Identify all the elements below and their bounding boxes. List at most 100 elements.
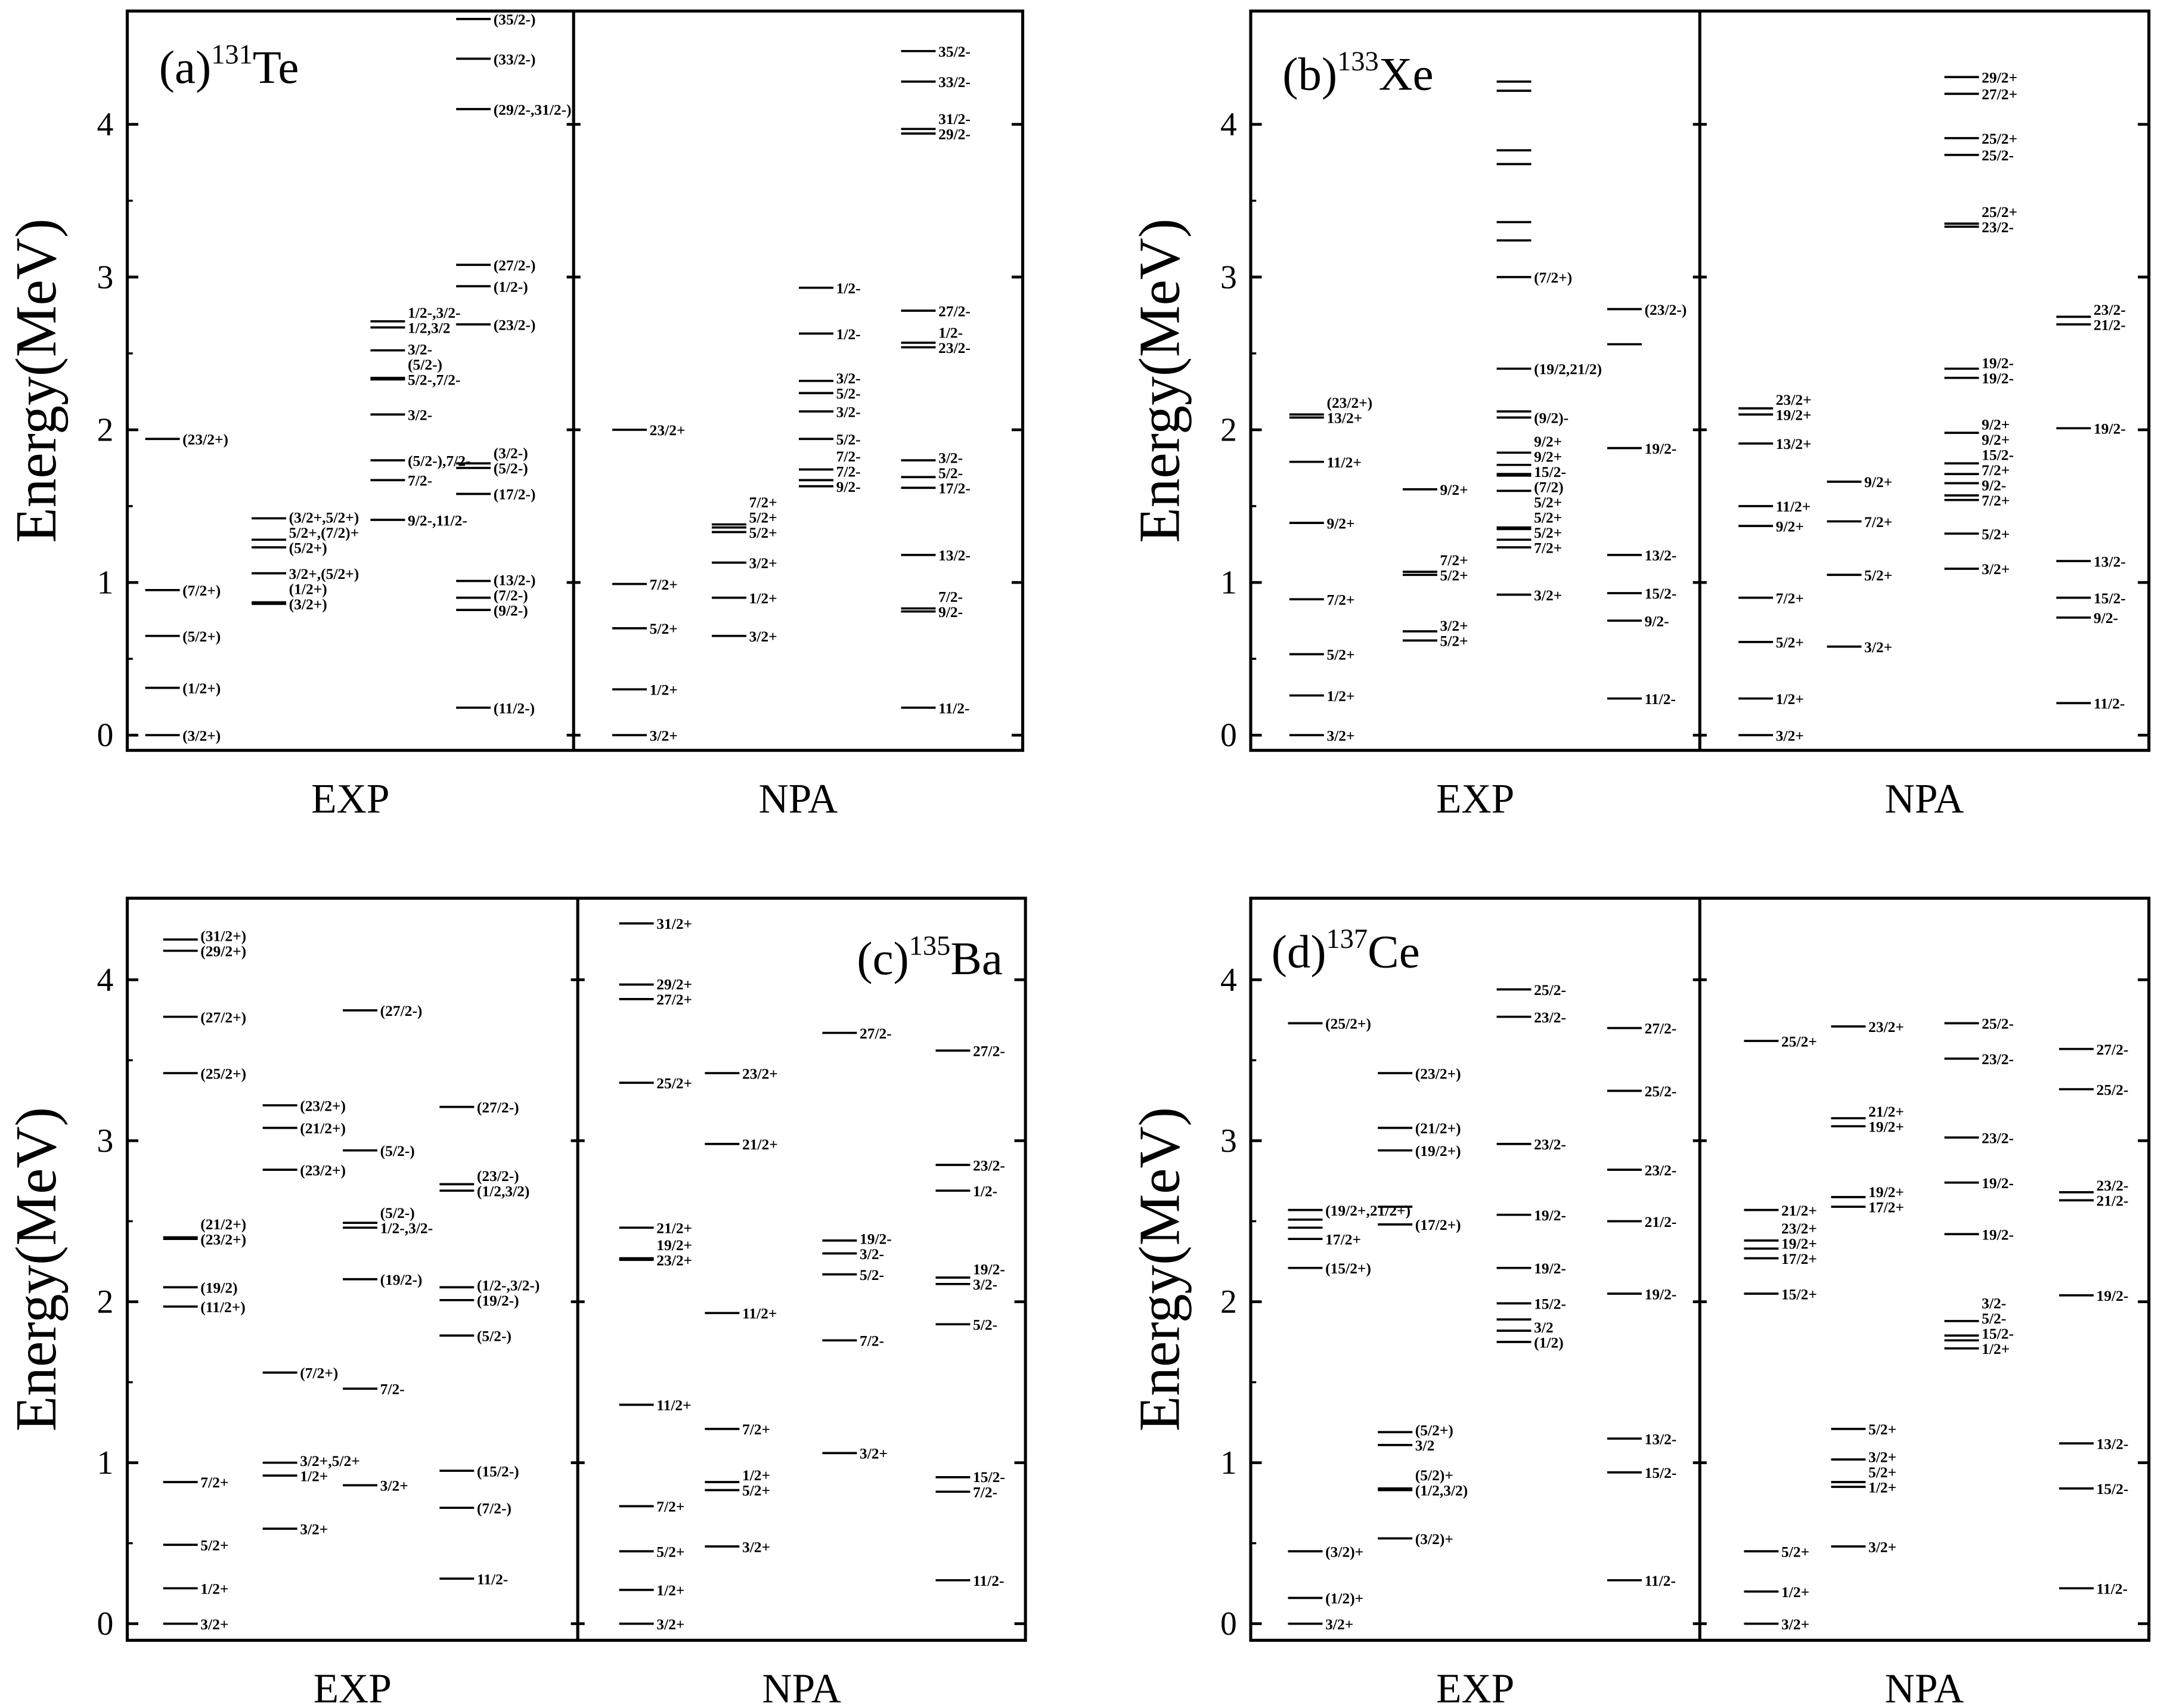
exp-level-label: 9/2+: [1534, 448, 1562, 465]
exp-level-label: 19/2-: [1645, 1285, 1677, 1303]
y-axis-label: Energy(MeV): [4, 218, 69, 543]
npa-level-label: 7/2-: [836, 463, 861, 480]
y-tick-label: 0: [1220, 717, 1237, 754]
npa-level-label: 9/2+: [1776, 518, 1804, 535]
npa-level-label: 19/2+: [1781, 1235, 1817, 1252]
npa-level-label: 19/2-: [1982, 355, 2014, 372]
exp-level-label: (3/2)+: [1415, 1530, 1453, 1548]
npa-level-label: 7/2+: [656, 1498, 684, 1515]
npa-level-label: 11/2+: [1776, 498, 1811, 515]
y-tick-label: 3: [1220, 1123, 1237, 1160]
exp-level-label: 1/2+: [200, 1580, 228, 1597]
exp-level-label: 3/2-: [408, 407, 432, 424]
exp-level-label: (27/2+): [200, 1009, 246, 1026]
panel-title: (d)137Ce: [1272, 924, 1420, 978]
exp-level-label: 7/2-: [380, 1381, 405, 1398]
npa-level-label: 25/2+: [656, 1075, 692, 1092]
exp-level-label: 15/2-: [1645, 1464, 1677, 1481]
npa-level-label: 11/2+: [742, 1305, 777, 1322]
x-label-exp: EXP: [1436, 1666, 1514, 1708]
exp-level-label: 7/2-: [408, 472, 432, 489]
npa-level-label: 7/2-: [836, 448, 861, 465]
npa-level-label: 27/2-: [938, 302, 971, 320]
npa-level-label: 15/2-: [973, 1468, 1005, 1486]
npa-level-label: 5/2-: [973, 1316, 997, 1334]
exp-level-label: (1/2,3/2): [1415, 1482, 1468, 1499]
y-tick-label: 3: [97, 1123, 113, 1160]
npa-level-label: 7/2+: [742, 1421, 770, 1438]
npa-level-label: 25/2-: [1982, 1015, 2014, 1033]
exp-level-label: 3/2+: [1534, 587, 1562, 604]
exp-level-label: (31/2+): [200, 928, 246, 945]
y-axis-label: Energy(MeV): [1127, 1107, 1192, 1431]
npa-level-label: 23/2-: [973, 1157, 1005, 1174]
mass-number: 135: [909, 931, 951, 962]
exp-level-label: (23/2+): [182, 431, 228, 448]
npa-level-label: 9/2-: [1982, 476, 2006, 494]
exp-level-label: 11/2-: [477, 1570, 508, 1588]
exp-level-label: (23/2+): [300, 1161, 346, 1179]
npa-level-label: 27/2-: [860, 1025, 892, 1042]
npa-level-label: 13/2-: [2097, 1435, 2129, 1452]
exp-level-label: 9/2+: [1326, 514, 1354, 532]
exp-level-label: (7/2-): [477, 1499, 511, 1517]
exp-level-label: 3/2+: [1440, 617, 1468, 634]
npa-level-label: 3/2+: [1982, 560, 2010, 578]
exp-level-label: 13/2-: [1645, 547, 1677, 564]
exp-level-label: (5/2-): [380, 1204, 415, 1222]
npa-level-label: 7/2+: [1982, 492, 2010, 509]
exp-level-label: 17/2+: [1325, 1230, 1361, 1248]
npa-level-label: 7/2+: [1864, 513, 1892, 531]
npa-level-label: 19/2+: [656, 1236, 692, 1254]
exp-level-label: 3/2+: [1325, 1616, 1353, 1633]
y-tick-label: 2: [1220, 1284, 1237, 1320]
exp-level-label: 3/2+: [200, 1616, 228, 1633]
exp-level-label: (5/2+): [182, 628, 221, 645]
npa-level-label: 21/2+: [1868, 1103, 1904, 1120]
panel-title: (a)131Te: [159, 40, 299, 94]
exp-level-label: 5/2-,7/2-: [408, 371, 460, 389]
panel-ce: 0 1 2 3 4 Energy(MeV) EXP NPA (d)137Ce 3/2+ (1/2)+…: [1127, 897, 2151, 1708]
exp-level-label: (5/2-),7/2-: [408, 452, 470, 469]
exp-level-label: 1/2,3/2: [408, 320, 451, 337]
exp-level-label: (27/2-): [477, 1099, 519, 1116]
exp-level-label: 5/2+: [1440, 566, 1468, 584]
y-tick-label: 1: [97, 565, 113, 602]
exp-level-label: 9/2-,11/2-: [408, 512, 467, 529]
mass-number: 131: [211, 40, 253, 70]
npa-level-label: 13/2-: [2094, 553, 2126, 570]
npa-level-label: 5/2+: [1868, 1421, 1896, 1438]
exp-level-label: (21/2+): [1415, 1120, 1461, 1137]
npa-level-label: 9/2-: [2094, 609, 2118, 627]
x-label-npa: NPA: [758, 776, 838, 822]
x-label-exp: EXP: [311, 776, 389, 822]
exp-level-label: (9/2)-: [1534, 410, 1568, 427]
npa-level-label: 29/2+: [1982, 69, 2017, 86]
npa-level-label: 1/2-: [836, 280, 861, 297]
exp-level-label: 23/2-: [1534, 1009, 1566, 1026]
exp-level-label: (25/2+): [200, 1065, 246, 1082]
npa-level-label: 19/2+: [1776, 407, 1812, 424]
exp-level-label: (19/2+): [1415, 1142, 1461, 1160]
exp-level-label: 25/2-: [1645, 1083, 1677, 1100]
exp-level-label: (3/2-): [494, 445, 528, 462]
exp-level-label: 15/2-: [1534, 1295, 1566, 1312]
exp-level-label: (13/2-): [494, 571, 536, 588]
npa-level-label: 7/2+: [1776, 590, 1804, 607]
exp-level-label: (29/2+): [200, 943, 246, 960]
exp-level-label: (11/2-): [494, 699, 535, 717]
y-tick-label: 2: [97, 411, 113, 448]
npa-level-label: 9/2+: [1982, 416, 2010, 433]
npa-level-label: 9/2+: [1982, 431, 2010, 448]
npa-level-label: 1/2+: [1868, 1478, 1896, 1496]
exp-level-label: (19/2): [200, 1279, 237, 1296]
exp-level-label: (1/2+): [182, 680, 221, 697]
y-tick-label: 3: [1220, 259, 1237, 296]
npa-level-label: 21/2+: [742, 1136, 778, 1153]
npa-level-label: 7/2-: [938, 588, 963, 605]
npa-level-label: 23/2+: [1781, 1220, 1817, 1237]
npa-level-label: 3/2-: [973, 1276, 997, 1293]
y-tick-label: 3: [97, 259, 113, 296]
exp-level-label: (19/2+,21/2+): [1325, 1202, 1410, 1219]
